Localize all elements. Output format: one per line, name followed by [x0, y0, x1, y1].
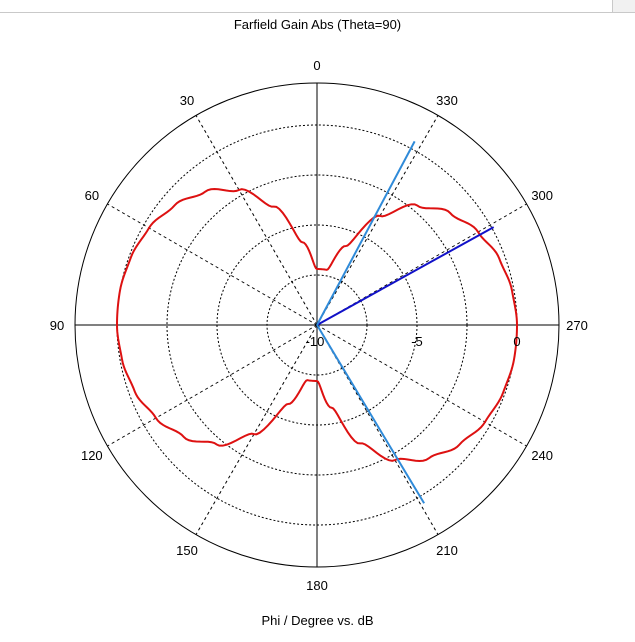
- series-layer: [115, 187, 519, 463]
- angle-tick-label: 270: [566, 318, 588, 333]
- main-lobe-direction: [316, 226, 495, 326]
- angle-tick-label: 0: [313, 58, 320, 73]
- 3db-beamwidth-2: [316, 324, 425, 504]
- angle-tick-label: 180: [306, 578, 328, 593]
- angle-tick-label: 120: [81, 448, 103, 463]
- angle-tick-label: 300: [531, 188, 553, 203]
- grid-spoke: [316, 324, 527, 447]
- angle-tick-label: 60: [85, 188, 99, 203]
- angle-tick-label: 90: [50, 318, 64, 333]
- chart-title: Farfield Gain Abs (Theta=90): [233, 17, 402, 32]
- angle-tick-label: 330: [436, 93, 458, 108]
- grid-spoke: [195, 115, 318, 326]
- angle-tick-label: 240: [531, 448, 553, 463]
- grid-spoke: [316, 115, 439, 326]
- grid-spoke: [107, 203, 318, 326]
- series-line: [115, 187, 519, 463]
- radial-tick-label: -5: [411, 334, 423, 349]
- angle-tick-label: 210: [436, 543, 458, 558]
- x-axis-label: Phi / Degree vs. dB: [261, 613, 374, 628]
- window-corner: [612, 0, 635, 12]
- polar-grid: [74, 82, 560, 568]
- labels-layer: 0 30 60 90 120 150 180 210 240 270 300 330 -10 -5 0: [50, 58, 588, 593]
- window-top-border: [0, 0, 635, 13]
- grid-spoke: [316, 203, 527, 326]
- 3db-beamwidth-1: [316, 140, 416, 326]
- angle-tick-label: 150: [176, 543, 198, 558]
- radial-tick-label: 0: [513, 334, 520, 349]
- grid-spoke: [107, 324, 318, 447]
- angle-tick-label: 30: [180, 93, 194, 108]
- markers-layer: [316, 140, 495, 504]
- radial-tick-label: -10: [306, 334, 325, 349]
- grid-spoke: [316, 324, 439, 535]
- grid-spoke: [195, 324, 318, 535]
